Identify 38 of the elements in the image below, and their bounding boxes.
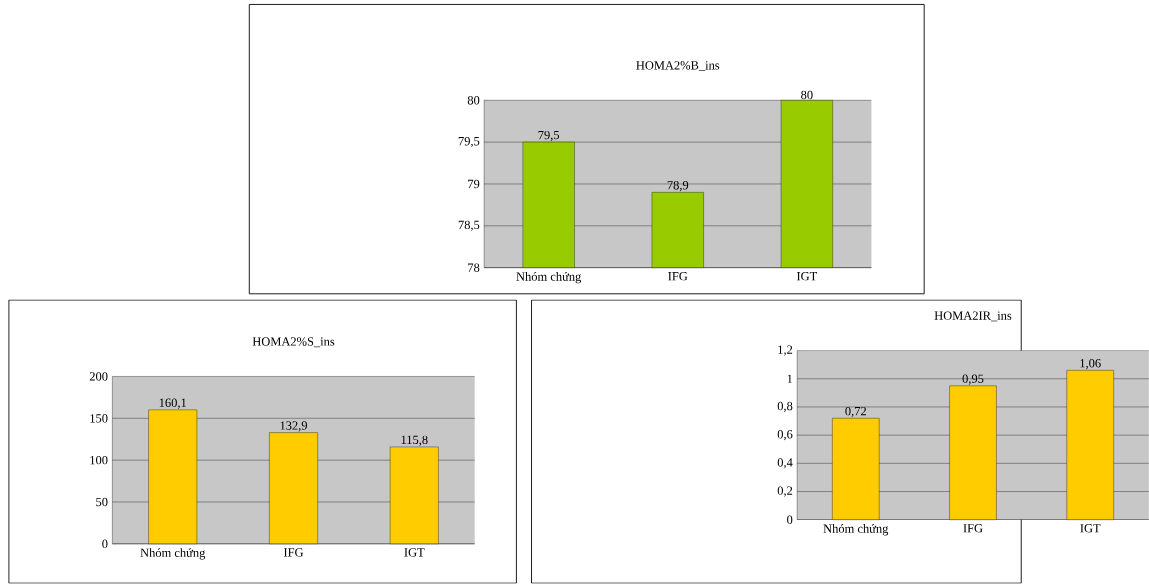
data-label: 78,9 [667, 181, 689, 192]
y-tick-label: 100 [90, 456, 108, 465]
y-tick-label: 0,8 [777, 402, 793, 413]
y-tick-label: 78 [468, 263, 480, 273]
data-label: 115,8 [401, 435, 428, 447]
chart-title: HOMA2%S_ins [252, 337, 335, 348]
y-tick-label: 0,2 [777, 486, 793, 497]
chart-title: HOMA2%B_ins [636, 61, 720, 72]
y-tick-label: 0 [102, 539, 108, 549]
x-tick-label: IGT [1080, 524, 1101, 533]
y-tick-label: 0,4 [777, 458, 793, 469]
x-tick-label: IGT [404, 548, 425, 557]
x-tick-label: Nhóm chứng [140, 548, 206, 560]
y-tick-label: 79,5 [458, 137, 480, 148]
data-label: 1,06 [1080, 359, 1101, 370]
x-tick-label: IGT [796, 272, 818, 281]
data-label: 80 [801, 90, 813, 100]
x-tick-label: Nhóm chứng [516, 272, 582, 284]
chart-title: HOMA2IR_ins [934, 311, 1012, 322]
y-tick-label: 79 [468, 179, 480, 189]
x-tick-label: Nhóm chứng [823, 524, 889, 536]
y-tick-label: 150 [90, 414, 108, 423]
data-label: 160,1 [159, 398, 187, 409]
data-label: 132,9 [280, 421, 308, 432]
y-tick-label: 0 [787, 515, 793, 525]
y-tick-label: 200 [89, 372, 108, 381]
y-tick-label: 1 [787, 374, 793, 384]
data-label: 0,72 [845, 407, 866, 418]
y-tick-label: 80 [467, 96, 480, 105]
y-tick-label: 50 [96, 497, 108, 507]
data-label: 79,5 [538, 131, 560, 142]
y-tick-label: 78,5 [458, 220, 480, 232]
data-label: 0,95 [962, 374, 984, 385]
x-tick-label: IFG [963, 524, 983, 533]
x-tick-label: IFG [668, 272, 688, 281]
y-tick-label: 1,2 [778, 345, 793, 356]
y-tick-label: 0,6 [777, 430, 793, 441]
x-tick-label: IFG [283, 548, 304, 557]
